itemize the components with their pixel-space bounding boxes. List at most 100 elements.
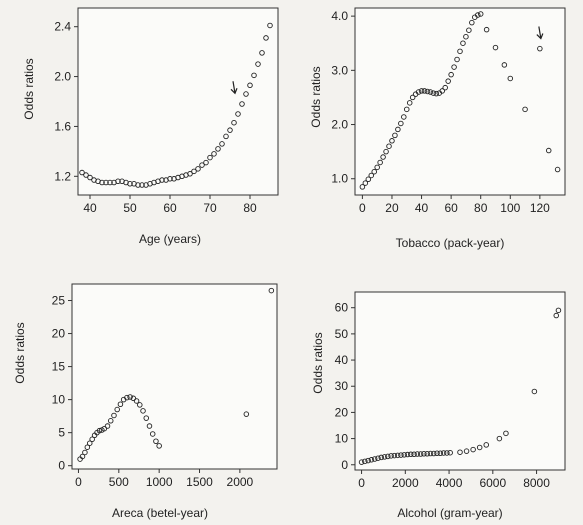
data-point (153, 438, 159, 444)
x-tick-label: 50 (123, 201, 137, 215)
y-tick-label: 3.0 (331, 63, 348, 77)
data-point (263, 35, 269, 41)
data-point (167, 176, 173, 182)
x-tick-label: 70 (203, 201, 217, 215)
data-point (140, 408, 146, 414)
data-point (146, 423, 153, 429)
y-tick-label: 5 (58, 426, 65, 440)
data-point (460, 40, 466, 46)
x-axis-label: Alcohol (gram-year) (397, 506, 503, 520)
data-point (398, 120, 404, 127)
data-point (415, 89, 422, 95)
data-point (555, 307, 562, 314)
chart-age: 40 50 60 70 80 1.2 1.6 2.0 2.4 Odds ratios Age (… (0, 0, 290, 255)
data-point (203, 159, 209, 166)
y-tick-label: 2.4 (54, 20, 71, 34)
data-point (247, 82, 253, 89)
y-tick-label: 30 (335, 379, 349, 393)
data-point (139, 182, 145, 188)
data-point (442, 84, 448, 91)
data-point (444, 450, 450, 456)
y-tick-label: 60 (335, 301, 349, 315)
data-point (368, 457, 375, 463)
data-point (427, 450, 434, 457)
y-axis-label: Odds ratios (13, 322, 27, 384)
data-point (401, 114, 407, 120)
data-point (414, 451, 421, 457)
data-point (235, 111, 241, 117)
data-point (448, 71, 454, 78)
data-point (135, 182, 141, 188)
data-point (394, 452, 401, 459)
data-point (223, 133, 229, 140)
x-tick-label: 0 (359, 201, 366, 215)
y-tick-label: 4.0 (331, 9, 348, 23)
y-axis-label: Odds ratios (22, 58, 36, 120)
y-tick-label: 2.0 (331, 118, 348, 132)
data-point (424, 88, 431, 95)
data-point (107, 418, 114, 424)
data-point (117, 401, 124, 407)
y-tick-label: 40 (335, 353, 349, 367)
data-point (463, 33, 469, 40)
data-point (243, 411, 250, 417)
y-tick-label: 2.0 (54, 70, 71, 84)
y-tick-label: 25 (52, 294, 66, 308)
data-point (463, 448, 470, 454)
y-tick-label: 1.0 (331, 172, 348, 186)
y-tick-label: 0 (341, 458, 348, 472)
data-point (433, 90, 440, 97)
plot-frame (354, 291, 566, 471)
data-point (84, 444, 91, 450)
data-point (398, 452, 404, 458)
data-point (79, 453, 86, 460)
data-point (392, 132, 398, 139)
data-point (537, 45, 543, 52)
data-point (477, 11, 484, 17)
data-point (159, 177, 165, 183)
data-point (503, 430, 509, 437)
data-point (447, 449, 453, 456)
data-point (554, 166, 561, 173)
x-tick-label: 60 (444, 201, 458, 215)
y-tick-label: 50 (335, 327, 349, 341)
data-point (87, 440, 93, 446)
data-point (104, 423, 111, 429)
data-point (483, 26, 490, 33)
y-tick-label: 20 (52, 327, 66, 341)
data-point (359, 184, 366, 190)
y-axis-label: Odds ratios (309, 66, 323, 128)
data-point (440, 450, 447, 456)
data-point (492, 44, 499, 51)
x-tick-label: 0 (358, 476, 365, 490)
data-point (103, 179, 109, 186)
arrow-annotation (230, 81, 238, 95)
data-point (127, 181, 133, 187)
data-point (115, 178, 121, 185)
data-point (470, 446, 476, 453)
data-point (137, 402, 143, 408)
data-point (430, 90, 437, 96)
data-point (430, 450, 437, 457)
data-point (401, 452, 407, 458)
data-point (143, 415, 150, 421)
data-point (466, 27, 472, 33)
data-point (99, 179, 105, 186)
data-point (501, 62, 508, 68)
data-point (406, 100, 413, 106)
data-point (457, 48, 463, 55)
plot-svg: 0 20 40 60 80 100 120 1.0 2.0 3.0 4.0 (331, 7, 566, 215)
data-point (469, 19, 475, 26)
data-point (199, 162, 205, 168)
data-point (89, 436, 95, 443)
data-point (251, 72, 257, 79)
data-point (389, 138, 395, 144)
data-point (531, 388, 538, 395)
data-point (483, 442, 489, 448)
x-tick-label: 20 (385, 201, 399, 215)
data-point (395, 126, 401, 133)
data-point (259, 50, 265, 56)
data-point (409, 94, 416, 101)
arrow-annotation (536, 26, 544, 40)
data-point (377, 159, 383, 166)
